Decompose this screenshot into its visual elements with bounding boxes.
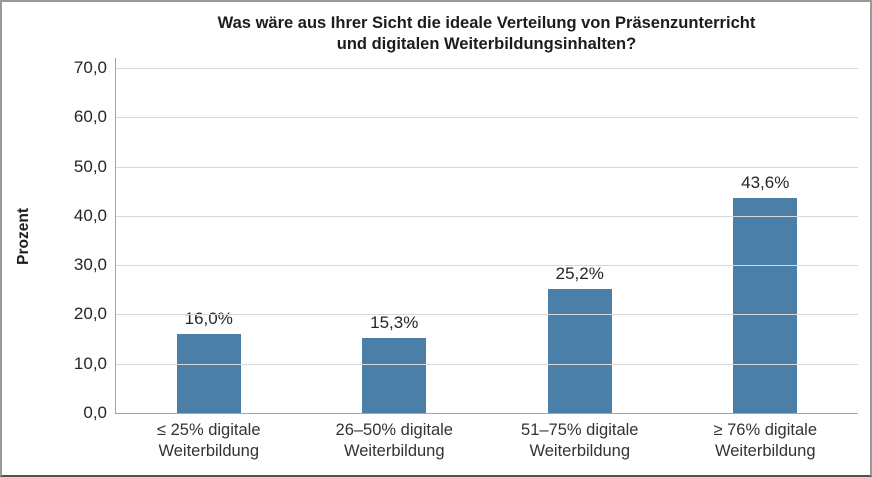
y-tick-label: 0,0 [83,403,107,422]
x-tick-label: ≥ 76% digitale Weiterbildung [673,420,859,462]
x-axis-spacer [2,420,116,462]
bar-value-label: 43,6% [741,173,790,193]
bar [176,334,241,413]
bar [362,337,427,413]
bar-slot: 25,2% [487,68,673,413]
x-tick-label-text: 51–75% digitale Weiterbildung [521,421,639,460]
x-tick-label-text: ≤ 25% digitale Weiterbildung [156,421,261,460]
y-tick-label: 60,0 [73,107,107,127]
y-tick-label: 10,0 [73,353,107,373]
x-tick-label-text: ≥ 76% digitale Weiterbildung [713,421,818,460]
x-axis-labels: ≤ 25% digitale Weiterbildung 26–50% digit… [116,420,858,462]
gridline [116,215,858,217]
x-tick-label: 51–75% digitale Weiterbildung [487,420,673,462]
gridline [116,314,858,316]
gridline [116,363,858,365]
bar-value-label: 25,2% [555,263,604,283]
bar-slot: 43,6% [673,68,859,413]
gridline [116,166,858,168]
bar [547,288,612,413]
x-tick-label-text: 26–50% digitale Weiterbildung [335,421,453,460]
bars-container: 16,0% 15,3% 25,2% 43,6% [116,68,858,413]
bar [733,198,798,413]
y-axis-tick-column: 0,0 10,0 20,0 30,0 40,0 50,0 60,0 70,0 [46,58,115,422]
chart-title-line2: und digitalen Weiterbildungsinhalten? [336,35,637,53]
x-axis-labels-row: ≤ 25% digitale Weiterbildung 26–50% digit… [2,420,870,462]
bar-value-label: 16,0% [184,309,233,329]
chart-title: Was wäre aus Ihrer Sicht die ideale Vert… [115,13,858,55]
y-tick-label: 40,0 [73,205,107,225]
bar-value-label: 15,3% [370,312,419,332]
plot-area: 16,0% 15,3% 25,2% 43,6% [116,68,858,413]
x-tick-label: ≤ 25% digitale Weiterbildung [116,420,302,462]
gridline [116,117,858,119]
plot-outer: 16,0% 15,3% 25,2% 43,6% [115,58,858,414]
chart-body: Prozent 0,0 10,0 20,0 30,0 40,0 50,0 60,0 70,0 … [2,58,870,422]
bar-slot: 15,3% [302,68,488,413]
y-axis-ticks: 0,0 10,0 20,0 30,0 40,0 50,0 60,0 70,0 [46,58,115,422]
y-axis-label-column: Prozent [2,58,46,414]
y-tick-label: 20,0 [73,304,107,324]
y-axis-label: Prozent [15,207,32,265]
gridline [116,265,858,267]
bar-slot: 16,0% [116,68,302,413]
y-tick-label: 50,0 [73,156,107,176]
y-tick-label: 30,0 [73,255,107,275]
x-tick-label: 26–50% digitale Weiterbildung [302,420,488,462]
y-tick-label: 70,0 [73,58,107,77]
gridline [116,68,858,69]
chart-title-line1: Was wäre aus Ihrer Sicht die ideale Vert… [217,14,756,32]
